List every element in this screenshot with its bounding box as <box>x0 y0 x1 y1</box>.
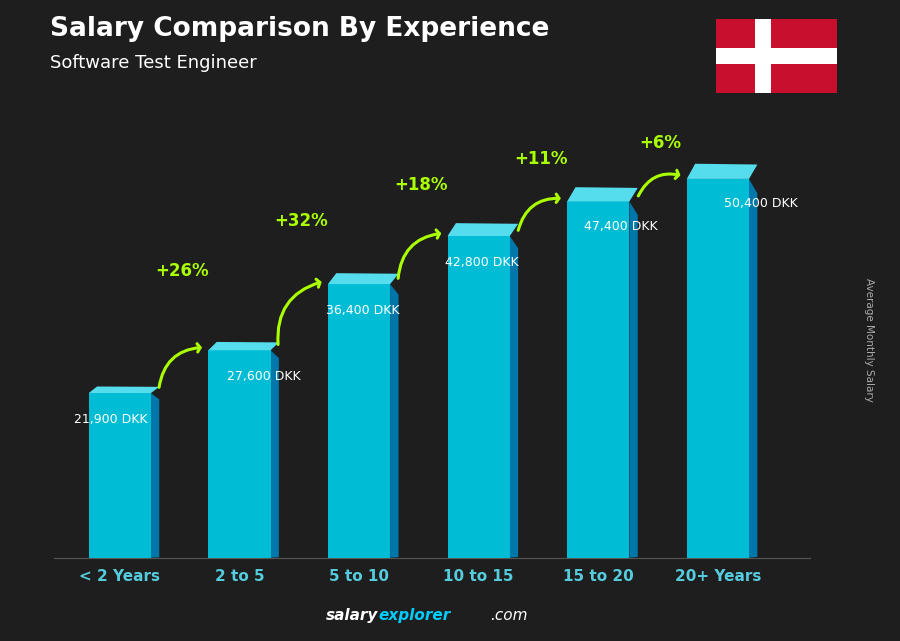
Text: .com: .com <box>491 608 528 623</box>
Polygon shape <box>687 163 758 179</box>
Polygon shape <box>629 201 638 558</box>
Text: Salary Comparison By Experience: Salary Comparison By Experience <box>50 16 549 42</box>
Text: 47,400 DKK: 47,400 DKK <box>584 220 658 233</box>
Polygon shape <box>328 273 399 284</box>
Text: 27,600 DKK: 27,600 DKK <box>228 370 302 383</box>
Polygon shape <box>749 179 758 558</box>
Text: Software Test Engineer: Software Test Engineer <box>50 54 256 72</box>
Text: explorer: explorer <box>378 608 450 623</box>
Text: +11%: +11% <box>514 151 567 169</box>
Text: 21,900 DKK: 21,900 DKK <box>75 413 148 426</box>
Bar <box>567 201 629 558</box>
Text: +26%: +26% <box>155 262 209 280</box>
Bar <box>89 393 151 558</box>
Bar <box>716 48 837 64</box>
Polygon shape <box>390 284 399 558</box>
Polygon shape <box>271 350 279 558</box>
Polygon shape <box>151 393 159 558</box>
Text: 50,400 DKK: 50,400 DKK <box>724 197 797 210</box>
Text: +32%: +32% <box>274 212 328 231</box>
Text: 42,800 DKK: 42,800 DKK <box>446 256 518 269</box>
Polygon shape <box>447 223 518 236</box>
Text: 36,400 DKK: 36,400 DKK <box>326 304 399 317</box>
Bar <box>328 284 390 558</box>
Text: Average Monthly Salary: Average Monthly Salary <box>863 278 874 402</box>
Text: +6%: +6% <box>639 133 681 151</box>
Bar <box>208 350 271 558</box>
Polygon shape <box>567 187 638 201</box>
Bar <box>687 179 749 558</box>
Text: salary: salary <box>326 608 378 623</box>
Text: +18%: +18% <box>394 176 447 194</box>
Polygon shape <box>509 236 518 558</box>
Polygon shape <box>208 342 279 350</box>
Bar <box>447 236 509 558</box>
Polygon shape <box>89 387 159 393</box>
Bar <box>755 19 771 93</box>
